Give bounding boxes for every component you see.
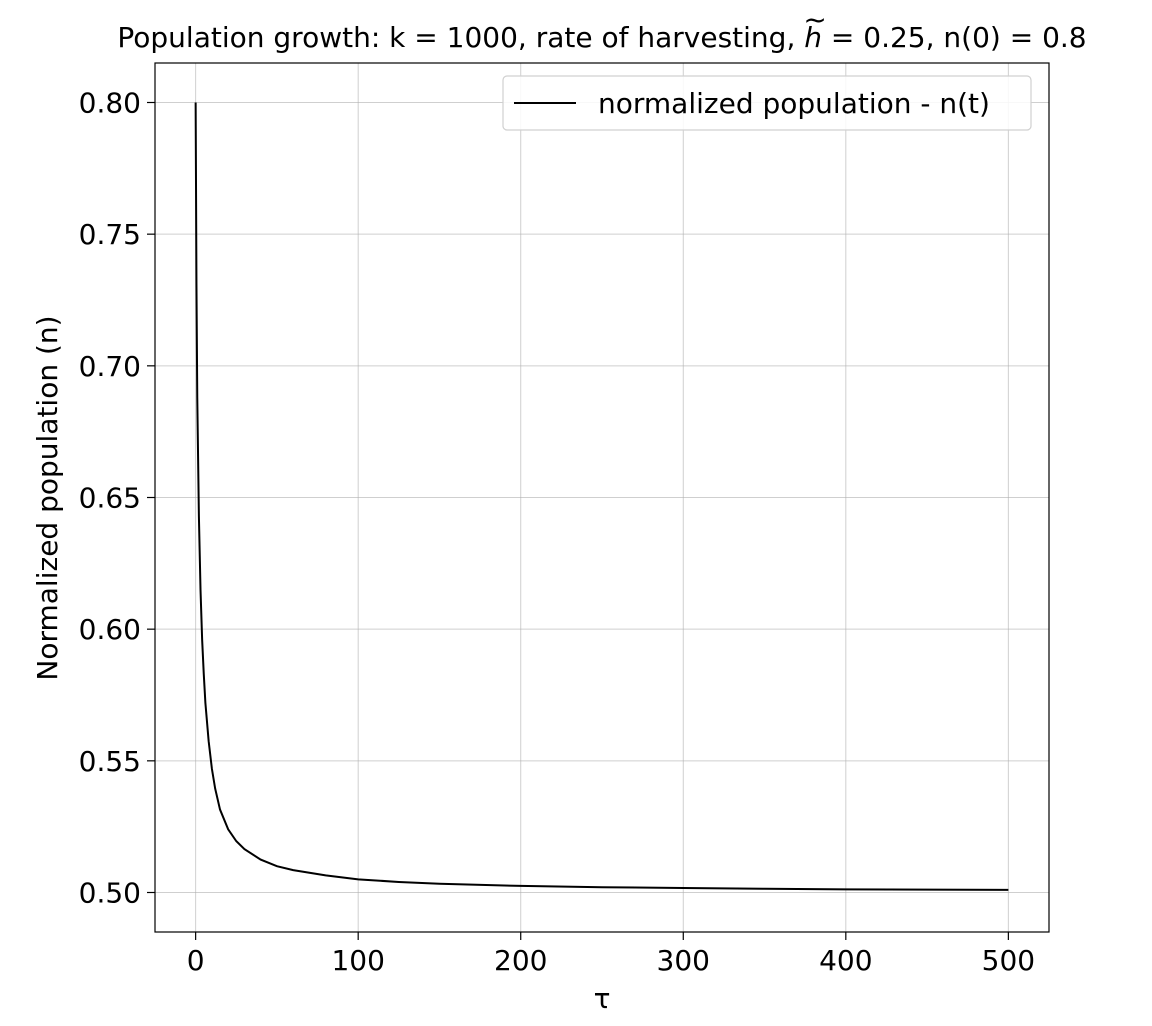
y-tick-label: 0.75 [79,218,141,251]
y-tick-label: 0.55 [79,745,141,778]
x-tick-label: 500 [982,944,1035,977]
title-suffix: = 0.25, n(0) = 0.8 [822,21,1087,54]
title-symbol-accent: ~ [803,3,826,36]
title-symbol: h [804,21,822,54]
x-tick-label: 300 [657,944,710,977]
y-tick-label: 0.65 [79,482,141,515]
x-tick-label: 200 [494,944,547,977]
y-tick-label: 0.60 [79,613,141,646]
x-axis-label: τ [594,982,611,1015]
x-tick-label: 100 [331,944,384,977]
chart-title: Population growth: k = 1000, rate of har… [117,21,1086,54]
legend: normalized population - n(t) [502,75,1032,131]
title-prefix: Population growth: k = 1000, rate of har… [117,21,804,54]
grid [155,63,1049,932]
series-line-normalized-population [194,102,1009,891]
y-axis-label: Normalized population (n) [31,315,64,680]
x-tick-label: 400 [819,944,872,977]
legend-box [502,75,1032,131]
series-layer [194,102,1009,891]
legend-label: normalized population - n(t) [598,87,990,120]
y-tick-label: 0.70 [79,350,141,383]
x-tick-label: 0 [187,944,205,977]
y-tick-label: 0.80 [79,87,141,120]
y-tick-label: 0.50 [79,877,141,910]
ticks: 0 100 200 300 400 500 0.50 0.55 0.60 0.65 0.70 0.75… [79,87,1035,978]
